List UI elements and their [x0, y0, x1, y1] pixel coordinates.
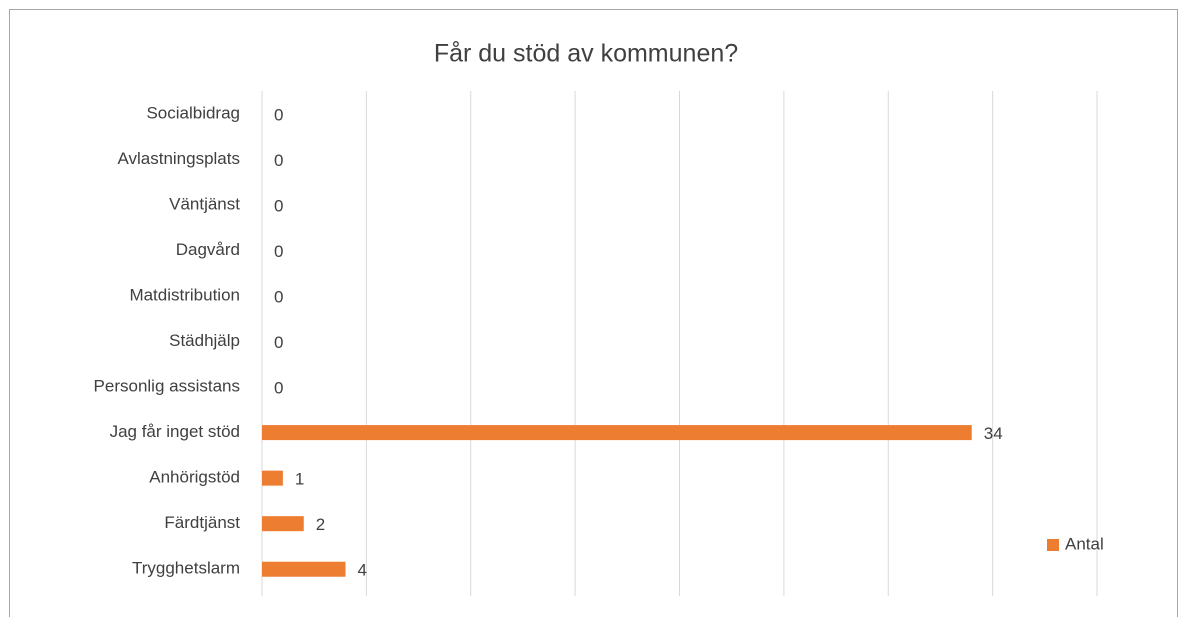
- y-tick-label: Städhjälp: [169, 331, 240, 350]
- y-tick-label: Dagvård: [176, 240, 240, 259]
- bar: [262, 425, 972, 441]
- data-label: 0: [274, 242, 283, 261]
- data-label: 0: [274, 196, 283, 215]
- data-label: 0: [274, 333, 283, 352]
- data-label: 0: [274, 379, 283, 398]
- data-label: 0: [274, 287, 283, 306]
- y-tick-label: Avlastningsplats: [117, 149, 240, 168]
- y-tick-label: Anhörigstöd: [149, 468, 240, 487]
- bar: [262, 470, 283, 486]
- legend-swatch: [1047, 539, 1059, 551]
- y-tick-label: Socialbidrag: [146, 103, 240, 122]
- data-label: 4: [358, 561, 367, 580]
- legend-label: Antal: [1065, 534, 1104, 553]
- y-tick-label: Matdistribution: [129, 285, 240, 304]
- chart-border: [9, 9, 1178, 617]
- data-label: 0: [274, 105, 283, 124]
- data-label: 2: [316, 515, 325, 534]
- y-tick-label: Väntjänst: [169, 194, 240, 213]
- bar: [262, 516, 304, 532]
- data-label: 34: [984, 424, 1003, 443]
- chart-title: Får du stöd av kommunen?: [434, 40, 738, 68]
- bar: [262, 561, 346, 577]
- data-label: 1: [295, 470, 304, 489]
- y-tick-label: Färdtjänst: [164, 513, 240, 532]
- y-tick-label: Jag får inget stöd: [110, 422, 240, 441]
- data-label: 0: [274, 151, 283, 170]
- y-tick-label: Trygghetslarm: [132, 559, 240, 578]
- y-tick-label: Personlig assistans: [94, 377, 240, 396]
